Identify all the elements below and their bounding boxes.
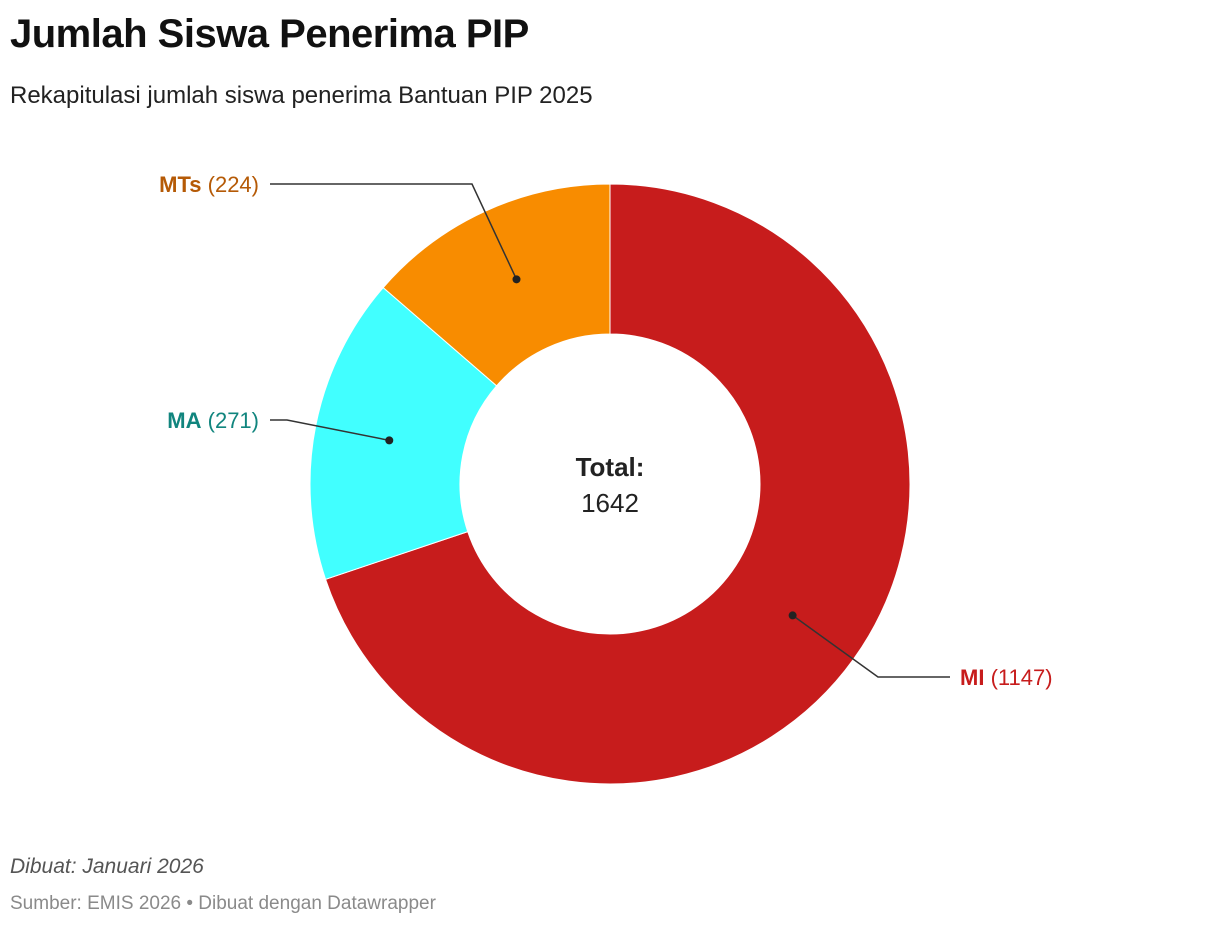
slice-label-name: MI bbox=[960, 665, 984, 690]
chart-subtitle: Rekapitulasi jumlah siswa penerima Bantu… bbox=[10, 82, 593, 109]
slice-ma bbox=[309, 286, 498, 580]
slice-labels: MI (1147) MA (271) MTs (224) bbox=[159, 172, 1052, 690]
slice-label-name: MTs bbox=[159, 172, 201, 197]
slice-label-ma: MA (271) bbox=[167, 408, 259, 433]
slice-label-value: (224) bbox=[202, 172, 259, 197]
slice-label-value: (1147) bbox=[984, 665, 1052, 690]
leader-line-mts bbox=[270, 183, 518, 280]
slice-label-mts: MTs (224) bbox=[159, 172, 259, 197]
slice-mts bbox=[382, 183, 611, 387]
leader-dot-mi bbox=[788, 611, 797, 620]
donut-slices bbox=[309, 183, 911, 785]
chart-title: Jumlah Siswa Penerima PIP bbox=[10, 12, 529, 56]
slice-label-mi: MI (1147) bbox=[960, 665, 1053, 690]
center-total-value: 1642 bbox=[581, 488, 639, 518]
leader-dot-mts bbox=[512, 275, 521, 284]
slice-mi bbox=[324, 183, 911, 785]
footer-note: Dibuat: Januari 2026 bbox=[10, 855, 204, 878]
leader-line-mi bbox=[792, 614, 950, 678]
footer-source: Sumber: EMIS 2026 • Dibuat dengan Datawr… bbox=[10, 893, 436, 914]
label-leader-lines bbox=[270, 183, 950, 678]
leader-line-ma bbox=[270, 419, 390, 442]
slice-label-value: (271) bbox=[202, 408, 259, 433]
leader-dot-ma bbox=[385, 436, 394, 445]
slice-label-name: MA bbox=[167, 408, 201, 433]
center-total-label: Total: bbox=[576, 452, 645, 482]
